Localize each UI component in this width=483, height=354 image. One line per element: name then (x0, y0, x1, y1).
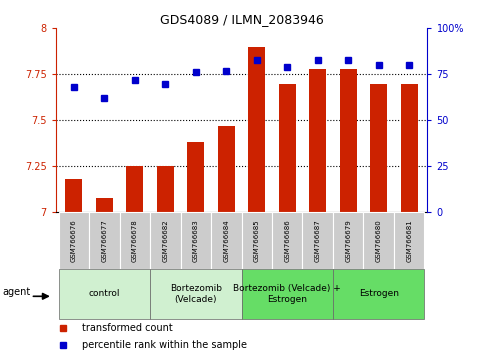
Text: percentile rank within the sample: percentile rank within the sample (82, 340, 247, 350)
Bar (96, 198, 113, 212)
Bar (120, 212, 150, 269)
Bar (150, 212, 181, 269)
Bar (66, 179, 82, 212)
Bar (187, 142, 204, 212)
Text: GSM766686: GSM766686 (284, 219, 290, 262)
Bar (401, 84, 417, 212)
Bar (242, 269, 333, 319)
Text: GSM766679: GSM766679 (345, 219, 351, 262)
Text: GSM766684: GSM766684 (223, 219, 229, 262)
Bar (218, 126, 235, 212)
Bar (127, 166, 143, 212)
Bar (309, 69, 326, 212)
Bar (363, 212, 394, 269)
Text: control: control (88, 289, 120, 298)
Text: GSM766682: GSM766682 (162, 219, 168, 262)
Text: GSM766680: GSM766680 (376, 219, 382, 262)
Text: agent: agent (2, 287, 30, 297)
Bar (394, 212, 425, 269)
Text: GSM766681: GSM766681 (406, 219, 412, 262)
Text: transformed count: transformed count (82, 322, 172, 332)
Bar (150, 269, 242, 319)
Bar (157, 166, 174, 212)
Bar (242, 212, 272, 269)
Bar (89, 212, 120, 269)
Text: Bortezomib (Velcade) +
Estrogen: Bortezomib (Velcade) + Estrogen (233, 284, 341, 303)
Text: GSM766676: GSM766676 (71, 219, 77, 262)
Text: Estrogen: Estrogen (359, 289, 398, 298)
Title: GDS4089 / ILMN_2083946: GDS4089 / ILMN_2083946 (159, 13, 324, 26)
Bar (272, 212, 302, 269)
Bar (58, 269, 150, 319)
Bar (370, 84, 387, 212)
Bar (302, 212, 333, 269)
Text: GSM766678: GSM766678 (132, 219, 138, 262)
Bar (333, 269, 425, 319)
Text: GSM766683: GSM766683 (193, 219, 199, 262)
Bar (211, 212, 242, 269)
Text: GSM766687: GSM766687 (315, 219, 321, 262)
Bar (248, 47, 265, 212)
Bar (279, 84, 296, 212)
Bar (340, 69, 356, 212)
Bar (333, 212, 363, 269)
Text: GSM766677: GSM766677 (101, 219, 107, 262)
Text: Bortezomib
(Velcade): Bortezomib (Velcade) (170, 284, 222, 303)
Bar (181, 212, 211, 269)
Text: GSM766685: GSM766685 (254, 219, 260, 262)
Bar (58, 212, 89, 269)
